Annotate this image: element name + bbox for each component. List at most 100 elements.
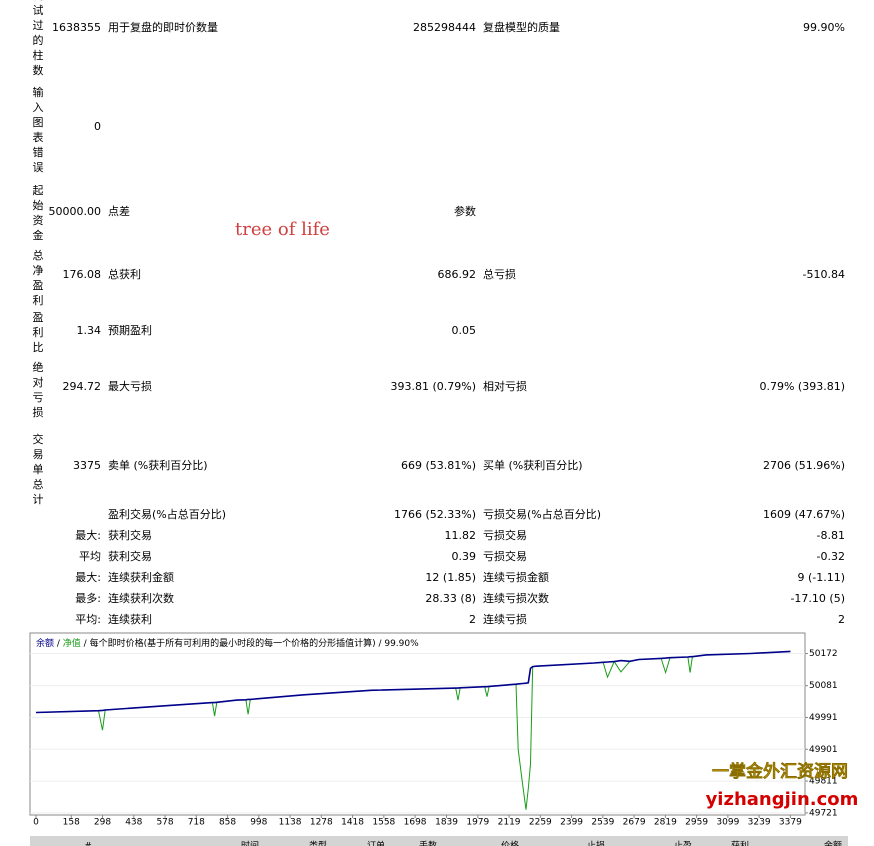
item-value: 0.05 [451,324,477,337]
item-label: 亏损交易 [483,550,527,563]
x-tick-label: 578 [156,818,173,828]
row-label: 绝对亏损 [32,361,44,419]
row-label: 输入图表错误 [32,86,44,174]
table-header: 订单 [367,840,385,846]
item-label: 获利交易 [108,550,152,563]
row-value: 176.08 [62,268,102,281]
item-label: 总亏损 [483,268,516,281]
item-label: 亏损交易 [483,529,527,542]
table-header: 手数 [419,840,437,846]
table-header-bar [30,836,848,846]
x-tick-label: 1698 [404,818,427,828]
item-label: 连续亏损次数 [483,592,549,605]
row-label: 交易单总计 [32,433,44,506]
x-tick-label: 3379 [779,818,802,828]
x-tick-label: 1558 [372,818,395,828]
row-value: 3375 [73,459,101,472]
item-label: 买单 (%获利百分比) [483,459,583,472]
y-tick-label: 49721 [809,808,838,818]
row-label: 测试过的柱数 [32,0,44,77]
item-value: 99.90% [803,21,845,34]
detail-prefix: 平均: [75,613,101,626]
item-label: 连续亏损 [483,613,527,626]
item-label: 卖单 (%获利百分比) [108,459,208,472]
item-value: 2 [838,613,845,626]
legend-item: 余额 [36,637,54,649]
table-header: 止损 [587,840,605,846]
table-header: 余额 [824,840,842,846]
row-label: 盈利比 [32,311,44,354]
item-value: -510.84 [802,268,845,281]
x-tick-label: 1138 [279,818,302,828]
item-value: -0.32 [816,550,845,563]
item-value: 11.82 [444,529,477,542]
legend-item: / [376,639,385,649]
row-label: 起始资金 [32,184,44,242]
table-header: 价格 [501,840,519,846]
item-value: 285298444 [413,21,476,34]
row-value: 50000.00 [48,205,102,218]
item-value: 0.39 [451,550,477,563]
x-tick-label: 2959 [685,818,708,828]
x-tick-label: 1979 [466,818,489,828]
detail-prefix: 平均 [79,550,101,563]
table-header: 止盈 [674,840,692,846]
item-value: 0.79% (393.81) [759,380,845,393]
legend-item: / [81,639,90,649]
x-tick-label: 298 [94,818,111,828]
row-value: 1.34 [76,324,102,337]
item-label: 连续获利次数 [108,592,174,605]
x-tick-label: 2119 [498,818,521,828]
site-watermark: yizhangjin.com [706,789,859,810]
x-tick-label: 718 [188,818,205,828]
legend-item: 99.90% [384,639,419,649]
item-label: 预期盈利 [108,324,152,337]
item-label: 连续亏损金额 [483,571,549,584]
row-label: 总净盈利 [32,249,44,307]
x-tick-label: 1278 [310,818,333,828]
x-tick-label: 2819 [654,818,677,828]
item-label: 用于复盘的即时价数量 [108,21,218,34]
x-tick-label: 1418 [341,818,364,828]
item-value: 669 (53.81%) [400,459,476,472]
item-value: 12 (1.85) [425,571,476,584]
detail-prefix: 最大: [75,571,101,584]
watermark: tree of life [235,219,330,240]
x-tick-label: 3239 [748,818,771,828]
y-tick-label: 49991 [809,713,838,723]
row-value: 0 [94,120,101,133]
item-label: 最大亏损 [108,380,152,393]
item-value: 2 [469,613,476,626]
x-tick-label: 158 [63,818,80,828]
x-tick-label: 2539 [591,818,614,828]
item-value: 1766 (52.33%) [393,508,476,521]
item-label: 连续获利 [108,613,152,626]
item-value: -8.81 [816,529,845,542]
item-label: 盈利交易(%占总百分比) [108,508,227,521]
chart-frame [29,632,806,816]
item-label: 点差 [108,205,130,218]
legend: 余额 / 净值 / 每个即时价格(基于所有可利用的最小时段的每一个价格的分形插值… [36,637,419,649]
x-tick-label: 2259 [529,818,552,828]
legend-item: / [54,639,63,649]
item-label: 获利交易 [108,529,152,542]
detail-prefix: 最大: [75,529,101,542]
item-value: 686.92 [437,268,477,281]
table-header: 时间 [241,840,259,846]
y-tick-label: 50081 [809,681,838,691]
item-label: 亏损交易(%占总百分比) [483,508,602,521]
item-value: 2706 (51.96%) [762,459,845,472]
x-tick-label: 1839 [435,818,458,828]
x-tick-label: 2679 [623,818,646,828]
x-tick-label: 998 [250,818,267,828]
x-tick-label: 858 [219,818,236,828]
detail-prefix: 最多: [75,592,101,605]
item-value: 9 (-1.11) [797,571,845,584]
item-label: 总获利 [108,268,141,281]
legend-item: 每个即时价格(基于所有可利用的最小时段的每一个价格的分形插值计算) [90,637,376,649]
item-label: 相对亏损 [483,380,527,393]
item-label: 连续获利金额 [108,571,174,584]
y-tick-label: 50172 [809,649,838,659]
table-header: 获利 [731,840,749,846]
